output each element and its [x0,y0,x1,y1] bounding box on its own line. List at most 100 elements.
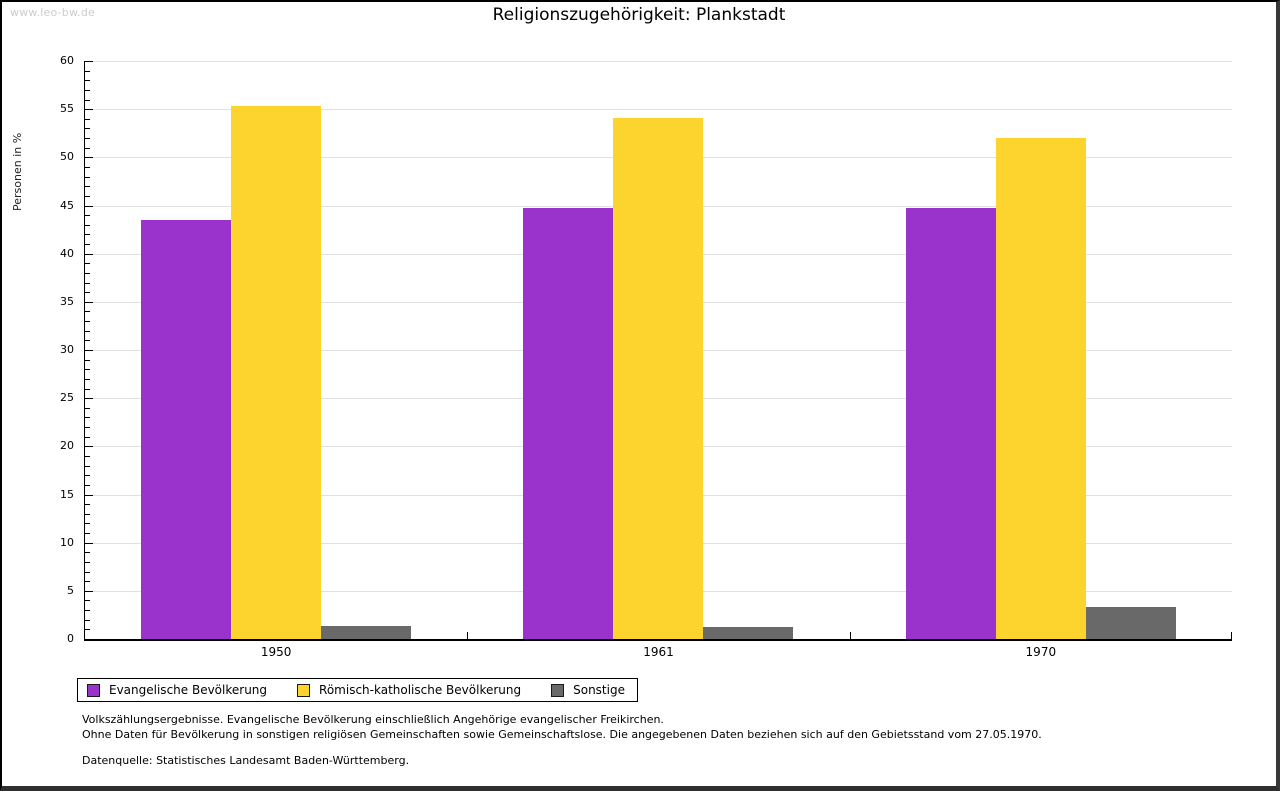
y-tick [85,157,93,159]
y-tick [85,195,90,197]
y-tick [85,369,90,371]
y-tick-label: 15 [60,487,74,501]
y-tick-label: 55 [60,102,74,116]
y-tick-label: 60 [60,54,74,67]
legend-item-sonstige: Sonstige [551,683,625,697]
y-tick [85,465,90,467]
y-tick [85,128,90,130]
bar-group-1961: 1961 [467,61,849,659]
bar-evangelische [523,208,614,639]
y-tick [85,205,93,207]
y-tick-label: 40 [60,246,74,260]
y-tick [85,340,90,342]
bar-sonstige [1085,607,1176,639]
y-tick [85,475,90,477]
y-tick [85,629,90,631]
y-tick [85,552,90,554]
y-tick-label: 50 [60,150,74,164]
y-tick [85,292,90,294]
y-tick [85,272,90,274]
legend-swatch-katholisch [297,683,311,697]
y-tick [85,311,90,313]
legend: Evangelische Bevölkerung Römisch-katholi… [77,678,638,702]
bar-rmisch-katholische [995,138,1086,639]
y-tick [85,359,90,361]
y-tick [85,571,90,573]
y-tick [85,504,90,506]
y-axis-label: Personen in % [11,132,24,211]
x-tick-label: 1961 [643,645,674,659]
footnotes: Volkszählungsergebnisse. Evangelische Be… [82,712,1236,742]
y-tick [85,70,90,72]
y-tick [85,301,93,303]
y-tick [85,350,93,351]
bar-sonstige [703,627,794,639]
x-tick-label: 1970 [1025,645,1057,659]
y-tick [85,282,90,284]
legend-label: Römisch-katholische Bevölkerung [319,683,522,697]
y-tick [85,523,90,525]
y-tick [85,330,90,332]
y-tick-label: 30 [60,343,74,356]
legend-item-evangelisch: Evangelische Bevölkerung [87,683,267,697]
legend-swatch-sonstige [551,683,565,697]
watermark: www.leo-bw.de [10,6,96,19]
y-tick [85,99,90,101]
y-tick [85,61,93,62]
y-tick [85,610,90,612]
y-tick [85,215,90,217]
y-tick-label: 0 [67,632,74,645]
y-tick-label: 10 [60,535,74,549]
x-division-tick [467,632,469,639]
y-tick [85,89,90,91]
y-tick [85,109,93,111]
y-tick [85,484,90,486]
footnote-line-2: Ohne Daten für Bevölkerung in sonstigen … [82,728,1042,741]
gridline [85,109,1232,111]
y-tick-label: 5 [67,583,74,597]
y-tick [85,436,90,438]
y-tick [85,446,93,448]
x-tick-label: 1950 [260,645,292,659]
legend-item-katholisch: Römisch-katholische Bevölkerung [297,683,521,697]
y-tick [85,138,90,140]
y-tick [85,619,90,621]
y-tick [85,581,90,583]
y-tick-label: 35 [60,294,74,308]
y-tick [85,224,90,226]
bar-sonstige [321,626,412,639]
x-axis-end-tick [1231,632,1232,639]
bar-group-1970: 1970 [850,61,1232,659]
y-tick [85,542,93,544]
y-tick [85,494,93,496]
legend-swatch-evangelisch [87,683,100,697]
bar-groups: 1950 1961 1970 [85,61,1232,659]
x-division-tick [849,632,851,639]
bar-group-1950: 1950 [85,61,467,659]
y-tick [85,427,90,429]
bar-rmisch-katholische [231,106,322,639]
bar-evangelische [141,219,232,639]
legend-label: Sonstige [573,683,625,697]
data-source: Datenquelle: Statistisches Landesamt Bad… [82,754,410,767]
y-tick [85,176,90,178]
y-tick [85,147,90,149]
y-tick [85,378,90,380]
y-tick-label: 25 [60,391,74,405]
y-tick [85,118,90,120]
y-tick [85,600,90,602]
y-tick [85,234,90,236]
y-tick [85,166,90,168]
y-tick [85,186,90,188]
page-title: Religionszugehörigkeit: Plankstadt [492,5,786,25]
y-tick [85,388,90,390]
footnote-line-1: Volkszählungsergebnisse. Evangelische Be… [82,713,664,726]
y-tick [85,533,90,535]
y-tick [85,455,90,457]
gridline [85,61,1232,62]
y-tick [85,407,90,409]
y-tick [85,590,93,592]
y-tick [85,244,90,246]
bar-evangelische [905,208,996,639]
